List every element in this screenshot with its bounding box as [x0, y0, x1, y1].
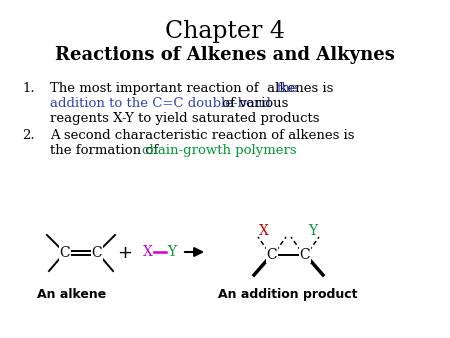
Text: C: C	[92, 246, 102, 260]
Text: C: C	[267, 248, 277, 262]
Text: The most important reaction of  alkenes is: The most important reaction of alkenes i…	[50, 82, 338, 95]
Text: 2.: 2.	[22, 129, 35, 142]
Text: X: X	[143, 245, 153, 259]
Text: X: X	[259, 224, 269, 238]
Text: A second characteristic reaction of alkenes is: A second characteristic reaction of alke…	[50, 129, 355, 142]
Text: Chapter 4: Chapter 4	[165, 20, 285, 43]
Text: the: the	[277, 82, 298, 95]
Text: of various: of various	[218, 97, 288, 110]
Text: 1.: 1.	[22, 82, 35, 95]
Text: addition to the C=C double-bond: addition to the C=C double-bond	[50, 97, 271, 110]
Text: chain-growth polymers: chain-growth polymers	[142, 144, 297, 157]
Text: +: +	[117, 244, 132, 262]
Text: reagents X-Y to yield saturated products: reagents X-Y to yield saturated products	[50, 112, 320, 125]
Text: An alkene: An alkene	[37, 288, 107, 301]
Text: Reactions of Alkenes and Alkynes: Reactions of Alkenes and Alkynes	[55, 46, 395, 64]
Text: C: C	[60, 246, 70, 260]
Text: Y: Y	[308, 224, 318, 238]
Text: C: C	[300, 248, 310, 262]
Text: An addition product: An addition product	[218, 288, 358, 301]
Text: Y: Y	[167, 245, 176, 259]
Text: the formation of: the formation of	[50, 144, 162, 157]
